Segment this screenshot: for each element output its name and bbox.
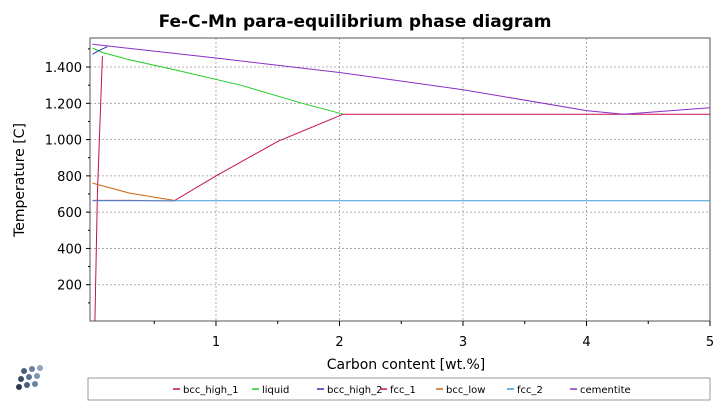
legend: bcc_high_1 liquid bcc_high_2 fcc_1 bcc_low fc… [173,385,631,396]
y-tick-label: 1.200 [45,97,82,112]
series-line-bcc-high-1 [94,56,103,322]
series-line-bcc-low [92,182,175,201]
x-tick-label: 4 [582,335,590,350]
legend-label-liquid: liquid [262,385,289,396]
y-tick-label: 1.400 [45,61,82,76]
y-axis-ticks: 200 400 600 800 1.000 1.200 1.400 [45,48,90,304]
legend-label-cementite: cementite [580,385,631,396]
plot-area-frame [89,37,711,322]
y-tick-label: 400 [57,242,82,257]
x-tick-label: 2 [335,335,343,350]
x-tick-label: 5 [706,335,714,350]
series-line-fcc-1 [92,113,710,202]
y-tick-label: 1.000 [45,134,82,149]
app-logo-icon [16,365,43,390]
legend-label-fcc-1: fcc_1 [390,385,416,396]
y-tick-label: 600 [57,206,82,221]
x-axis-ticks: 1 2 3 4 5 [153,321,714,350]
series-line-cementite [92,43,711,115]
x-tick-label: 3 [459,335,467,350]
chart-title: Fe-C-Mn para-equilibrium phase diagram [159,12,552,32]
y-axis-label: Temperature [C] [12,123,28,238]
legend-label-bcc-high-2: bcc_high_2 [327,385,383,396]
y-tick-label: 800 [57,170,82,185]
legend-box [87,377,711,401]
legend-label-fcc-2: fcc_2 [517,385,543,396]
series-line-bcc-high-2 [92,46,108,55]
series-lines [92,43,711,322]
y-tick-label: 200 [57,279,82,294]
legend-label-bcc-low: bcc_low [446,385,485,396]
x-axis-label: Carbon content [wt.%] [327,357,486,373]
series-line-liquid [92,47,344,115]
legend-label-bcc-high-1: bcc_high_1 [183,385,239,396]
x-tick-label: 1 [212,335,220,350]
